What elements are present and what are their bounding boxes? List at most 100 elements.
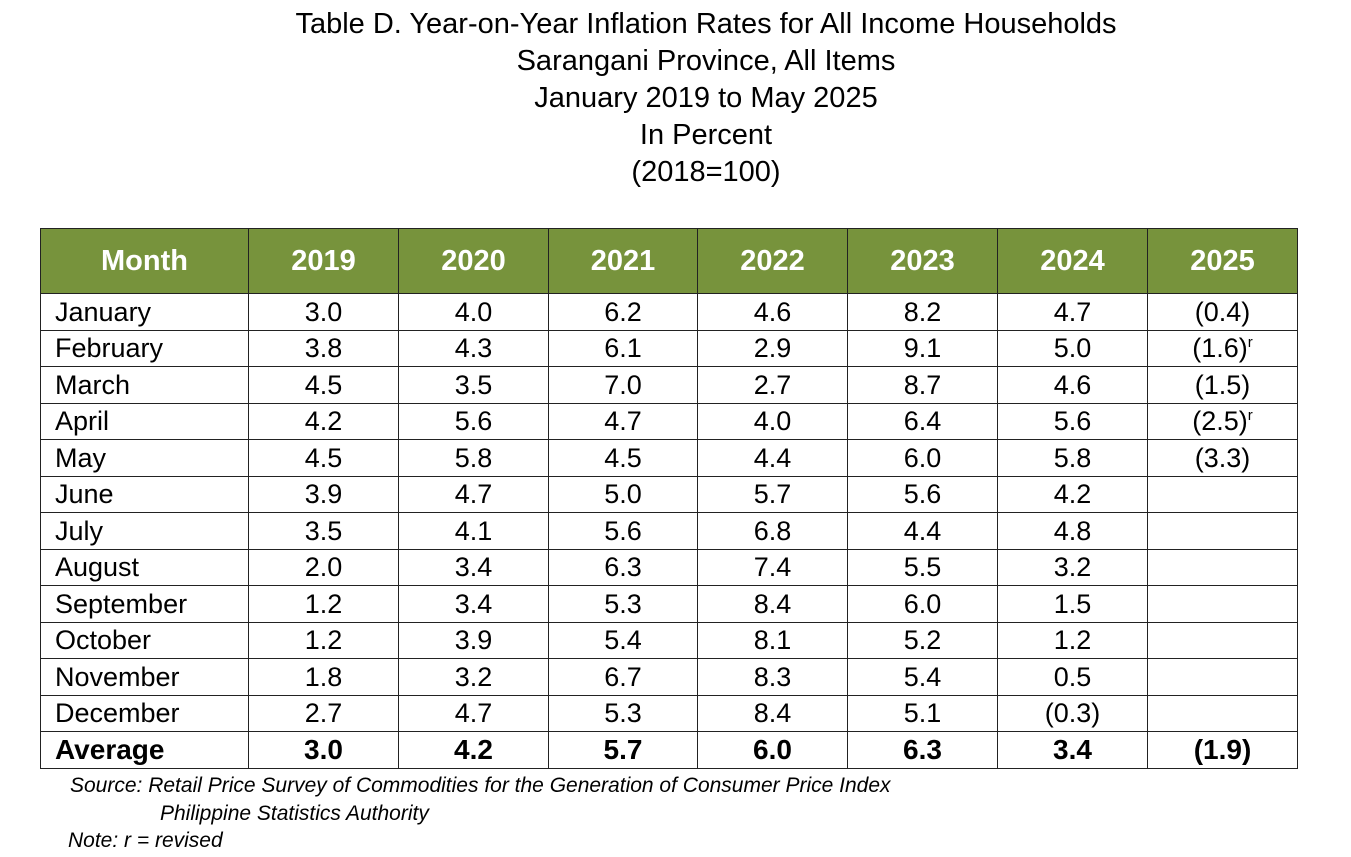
average-value: (1.9)	[1147, 731, 1298, 769]
header-year: 2024	[997, 228, 1148, 294]
table-row: July 3.5 4.1 5.6 6.8 4.4 4.8	[40, 512, 1298, 550]
value-text: 3.8	[304, 333, 343, 364]
value-cell: 5.1	[847, 694, 998, 732]
value-text: 3.4	[454, 588, 493, 619]
value-text: 6.4	[903, 406, 942, 437]
value-text: (0.4)	[1194, 296, 1251, 327]
value-cell: 4.5	[248, 366, 399, 404]
value-text: 5.6	[903, 479, 942, 510]
table-subtitle-unit: In Percent	[639, 119, 773, 151]
value-cell: 4.0	[697, 402, 848, 440]
value-text: 5.2	[903, 625, 942, 656]
average-value: 3.0	[248, 731, 399, 769]
value-cell: 5.6	[997, 402, 1148, 440]
value-text: 8.4	[753, 588, 792, 619]
revised-mark: r	[1247, 407, 1253, 425]
value-text: 7.4	[753, 552, 792, 583]
value-cell: 3.5	[398, 366, 549, 404]
value-cell: 6.7	[548, 658, 698, 696]
value-text: 5.6	[454, 406, 493, 437]
value-text: 5.8	[1053, 442, 1092, 473]
average-label: Average	[40, 731, 249, 769]
value-text: 5.3	[604, 698, 642, 729]
value-text: 6.2	[604, 296, 642, 327]
month-cell: February	[40, 329, 249, 367]
value-cell	[1147, 621, 1298, 659]
value-text: 1.2	[1053, 625, 1092, 656]
value-cell: 5.0	[997, 329, 1148, 367]
table-row: April 4.2 5.6 4.7 4.0 6.4 5.6 (2.5)r	[40, 402, 1298, 440]
value-cell: 5.6	[548, 512, 698, 550]
header-year: 2019	[248, 228, 399, 294]
value-cell: 7.0	[548, 366, 698, 404]
table-subtitle-period: January 2019 to May 2025	[534, 82, 878, 114]
value-cell: 5.0	[548, 475, 698, 513]
value-text: 5.8	[454, 442, 493, 473]
value-text: 4.4	[753, 442, 792, 473]
value-cell	[1147, 694, 1298, 732]
value-text: 4.8	[1053, 515, 1092, 546]
value-cell: 5.8	[398, 439, 549, 477]
value-text: (1.5)	[1194, 369, 1251, 400]
value-cell: 3.0	[248, 293, 399, 331]
value-text: 3.2	[454, 661, 493, 692]
value-text: 0.5	[1053, 661, 1092, 692]
value-text: 5.3	[604, 588, 642, 619]
value-text: 8.7	[903, 369, 942, 400]
value-cell	[1147, 475, 1298, 513]
value-cell: 8.4	[697, 694, 848, 732]
value-cell: (0.3)	[997, 694, 1148, 732]
value-cell: 3.5	[248, 512, 399, 550]
value-text: 5.5	[903, 552, 942, 583]
value-cell: (3.3)	[1147, 439, 1298, 477]
month-cell: May	[40, 439, 249, 477]
table-row: February 3.8 4.3 6.1 2.9 9.1 5.0 (1.6)r	[40, 329, 1298, 367]
value-cell: 8.2	[847, 293, 998, 331]
month-cell: November	[40, 658, 249, 696]
value-cell: 5.6	[847, 475, 998, 513]
value-cell: 4.6	[697, 293, 848, 331]
value-cell: 6.0	[847, 585, 998, 623]
value-text: 5.1	[903, 698, 942, 729]
value-cell: 3.9	[398, 621, 549, 659]
value-cell	[1147, 658, 1298, 696]
value-cell: 5.2	[847, 621, 998, 659]
value-text: 4.7	[454, 479, 493, 510]
value-cell	[1147, 548, 1298, 586]
table-row: June 3.9 4.7 5.0 5.7 5.6 4.2	[40, 475, 1298, 513]
value-cell: 4.1	[398, 512, 549, 550]
value-text: 8.3	[753, 661, 792, 692]
value-cell: 8.1	[697, 621, 848, 659]
value-cell: 5.3	[548, 694, 698, 732]
value-text: 4.6	[753, 296, 792, 327]
table-row: October 1.2 3.9 5.4 8.1 5.2 1.2	[40, 621, 1298, 659]
table-row: September 1.2 3.4 5.3 8.4 6.0 1.5	[40, 585, 1298, 623]
average-value: 3.4	[997, 731, 1148, 769]
value-text: 2.9	[753, 333, 792, 364]
value-text: (0.3)	[1044, 698, 1101, 729]
table-row: January 3.0 4.0 6.2 4.6 8.2 4.7 (0.4)	[40, 293, 1298, 331]
table-row: May 4.5 5.8 4.5 4.4 6.0 5.8 (3.3)	[40, 439, 1298, 477]
value-text: 3.9	[304, 479, 343, 510]
value-text: 1.2	[304, 625, 343, 656]
value-cell: 4.5	[248, 439, 399, 477]
average-value: 5.7	[548, 731, 698, 769]
value-cell: (1.5)	[1147, 366, 1298, 404]
value-text: 2.7	[304, 698, 343, 729]
value-text: 4.2	[1053, 479, 1092, 510]
month-cell: October	[40, 621, 249, 659]
value-text: 3.9	[454, 625, 493, 656]
value-cell: 3.8	[248, 329, 399, 367]
average-row: Average 3.0 4.2 5.7 6.0 6.3 3.4 (1.9)	[40, 731, 1298, 769]
value-cell: 1.2	[997, 621, 1148, 659]
value-text: 8.4	[753, 698, 792, 729]
value-cell: 4.8	[997, 512, 1148, 550]
revised-mark: r	[1247, 334, 1253, 352]
average-value: 6.3	[847, 731, 998, 769]
value-text: 4.0	[753, 406, 792, 437]
value-cell: 5.3	[548, 585, 698, 623]
header-year: 2021	[548, 228, 698, 294]
value-text: 5.6	[604, 515, 642, 546]
header-year: 2022	[697, 228, 848, 294]
value-cell: 3.2	[398, 658, 549, 696]
